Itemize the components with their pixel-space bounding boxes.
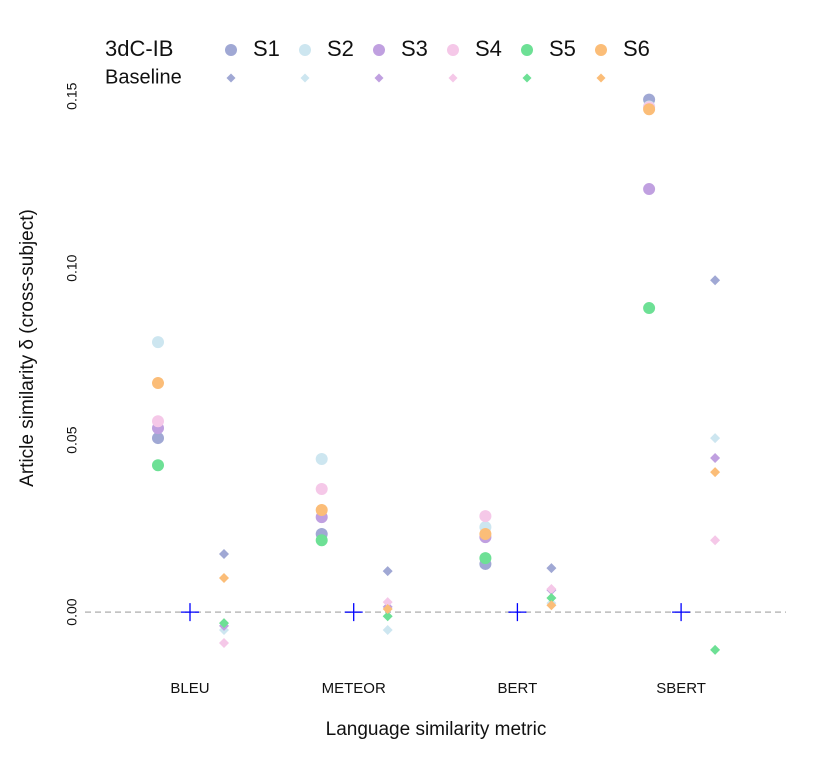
diamond — [382, 597, 393, 608]
diamond — [382, 603, 393, 614]
dot — [315, 534, 328, 547]
diamond — [382, 611, 393, 622]
dot — [152, 377, 164, 390]
diamond — [219, 638, 229, 649]
diamond — [546, 592, 557, 603]
reference-marker — [181, 603, 199, 622]
diamond — [710, 275, 721, 286]
x-tick-label: METEOR — [322, 680, 386, 697]
y-tick-label: 0.10 — [64, 254, 80, 281]
dot — [643, 183, 656, 196]
legend-marker — [595, 44, 607, 56]
legend-label: S6 — [623, 36, 650, 61]
legend-marker — [521, 44, 533, 56]
legend-marker — [448, 73, 458, 83]
diamond — [219, 618, 229, 629]
dot — [643, 103, 656, 116]
legend-group-label: 3dC-IB — [105, 36, 173, 61]
diamond — [710, 644, 721, 655]
legend-marker — [596, 73, 606, 83]
diamond — [382, 566, 393, 577]
legend-marker — [374, 73, 384, 83]
diamond — [546, 600, 557, 611]
reference-marker — [672, 603, 691, 622]
legend-label: S1 — [253, 36, 280, 61]
dot — [152, 415, 164, 428]
diamond — [546, 563, 557, 574]
dot — [479, 510, 492, 523]
reference-marker — [344, 603, 363, 622]
legend-marker — [226, 73, 236, 83]
y-axis-label: Article similarity δ (cross-subject) — [17, 209, 38, 487]
x-tick-label: BLEU — [170, 680, 209, 697]
diamond — [710, 453, 721, 464]
x-tick-label: SBERT — [656, 680, 706, 697]
diamond — [710, 535, 721, 546]
y-tick-label: 0.05 — [64, 426, 80, 453]
reference-marker — [508, 603, 527, 622]
diamond — [710, 433, 721, 444]
dot — [479, 528, 492, 541]
dot — [479, 552, 492, 565]
y-tick-label: 0.00 — [64, 598, 80, 625]
x-axis-label: Language similarity metric — [326, 719, 547, 740]
diamond — [219, 548, 229, 559]
legend-group-label: Baseline — [105, 66, 182, 88]
x-tick-label: BERT — [498, 680, 538, 697]
dot — [152, 459, 164, 472]
diamond — [710, 467, 721, 478]
dot — [152, 336, 164, 349]
legend-marker — [225, 44, 237, 56]
diamond — [546, 584, 557, 595]
legend-label: S5 — [549, 36, 576, 61]
legend-marker — [522, 73, 532, 83]
legend-marker — [299, 44, 311, 56]
dot — [315, 482, 328, 495]
legend-label: S2 — [327, 36, 354, 61]
legend-marker — [373, 44, 385, 56]
legend-label: S4 — [475, 36, 502, 61]
diamond — [219, 573, 229, 584]
y-tick-label: 0.15 — [64, 82, 80, 109]
diamond — [382, 624, 393, 635]
dot — [152, 432, 164, 445]
dot — [643, 302, 656, 315]
legend-marker — [300, 73, 310, 83]
dot — [315, 453, 328, 466]
legend-label: S3 — [401, 36, 428, 61]
legend-marker — [447, 44, 459, 56]
dot — [315, 503, 328, 516]
